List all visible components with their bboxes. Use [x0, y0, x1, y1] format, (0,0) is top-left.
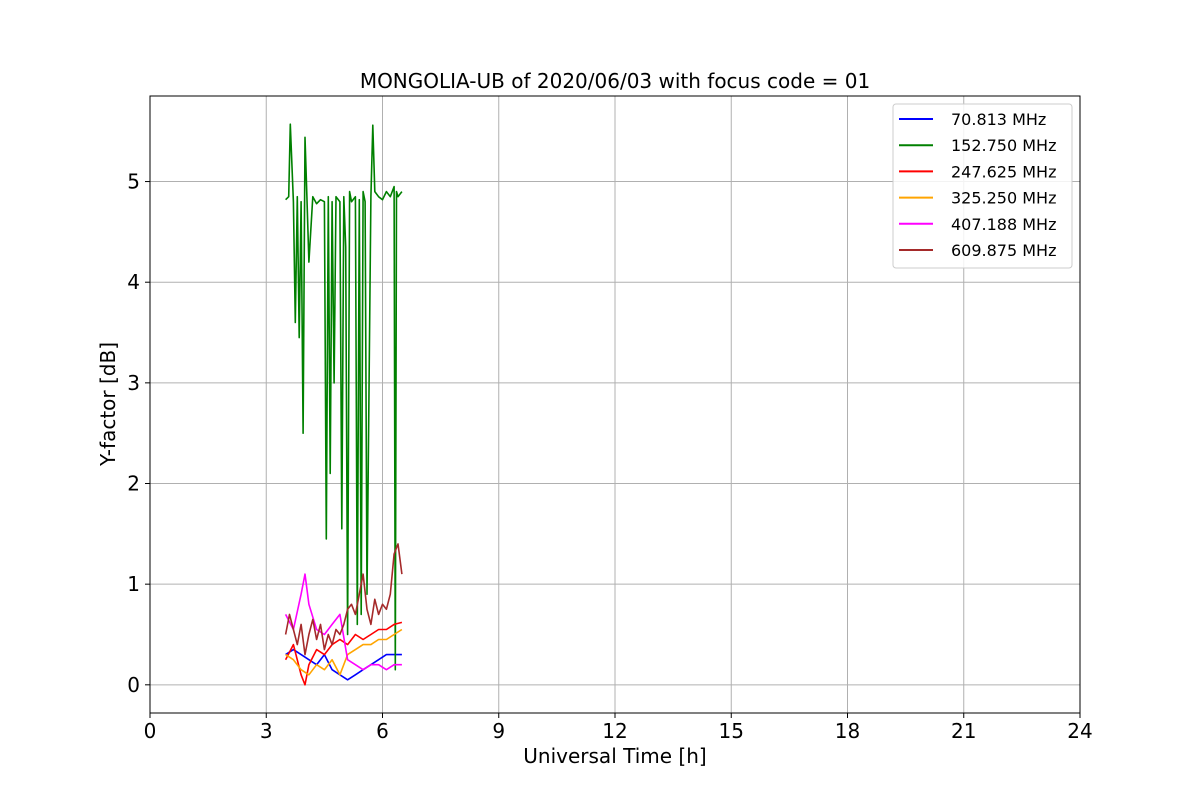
legend-label-3: 325.250 MHz: [951, 189, 1056, 208]
y-tick-label: 5: [127, 170, 140, 194]
legend-label-0: 70.813 MHz: [951, 110, 1046, 129]
y-tick-label: 4: [127, 270, 140, 294]
series-line-5: [284, 543, 403, 656]
legend-label-5: 609.875 MHz: [951, 241, 1056, 260]
x-tick-label: 12: [602, 719, 627, 743]
y-tick-label: 3: [127, 371, 140, 395]
y-tick-label: 2: [127, 472, 140, 496]
chart-title: MONGOLIA-UB of 2020/06/03 with focus cod…: [360, 69, 870, 93]
series-line-3: [285, 628, 403, 676]
x-tick-label: 6: [376, 719, 389, 743]
series-line-0: [285, 648, 402, 681]
series-line-1: [285, 123, 403, 671]
series-lines: [284, 123, 403, 686]
legend-box: [892, 103, 1073, 269]
legend-label-1: 152.750 MHz: [951, 136, 1056, 155]
x-axis-label: Universal Time [h]: [523, 744, 706, 768]
x-tick-label: 0: [144, 719, 157, 743]
y-tick-label: 1: [127, 572, 140, 596]
y-tick-label: 0: [127, 673, 140, 697]
x-tick-label: 15: [719, 719, 744, 743]
legend-label-2: 247.625 MHz: [951, 162, 1056, 181]
x-tick-label: 9: [492, 719, 505, 743]
legend-label-4: 407.188 MHz: [951, 215, 1056, 234]
series-line-2: [284, 621, 403, 686]
legend: 70.813 MHz 152.750 MHz 247.625 MHz 325.250 …: [892, 103, 1073, 269]
series-line-4: [284, 573, 402, 671]
x-tick-label: 3: [260, 719, 273, 743]
x-tick-label: 24: [1067, 719, 1092, 743]
x-tick-label: 18: [835, 719, 860, 743]
y-axis-label: Y-factor [dB]: [96, 342, 120, 467]
x-tick-label: 21: [951, 719, 976, 743]
